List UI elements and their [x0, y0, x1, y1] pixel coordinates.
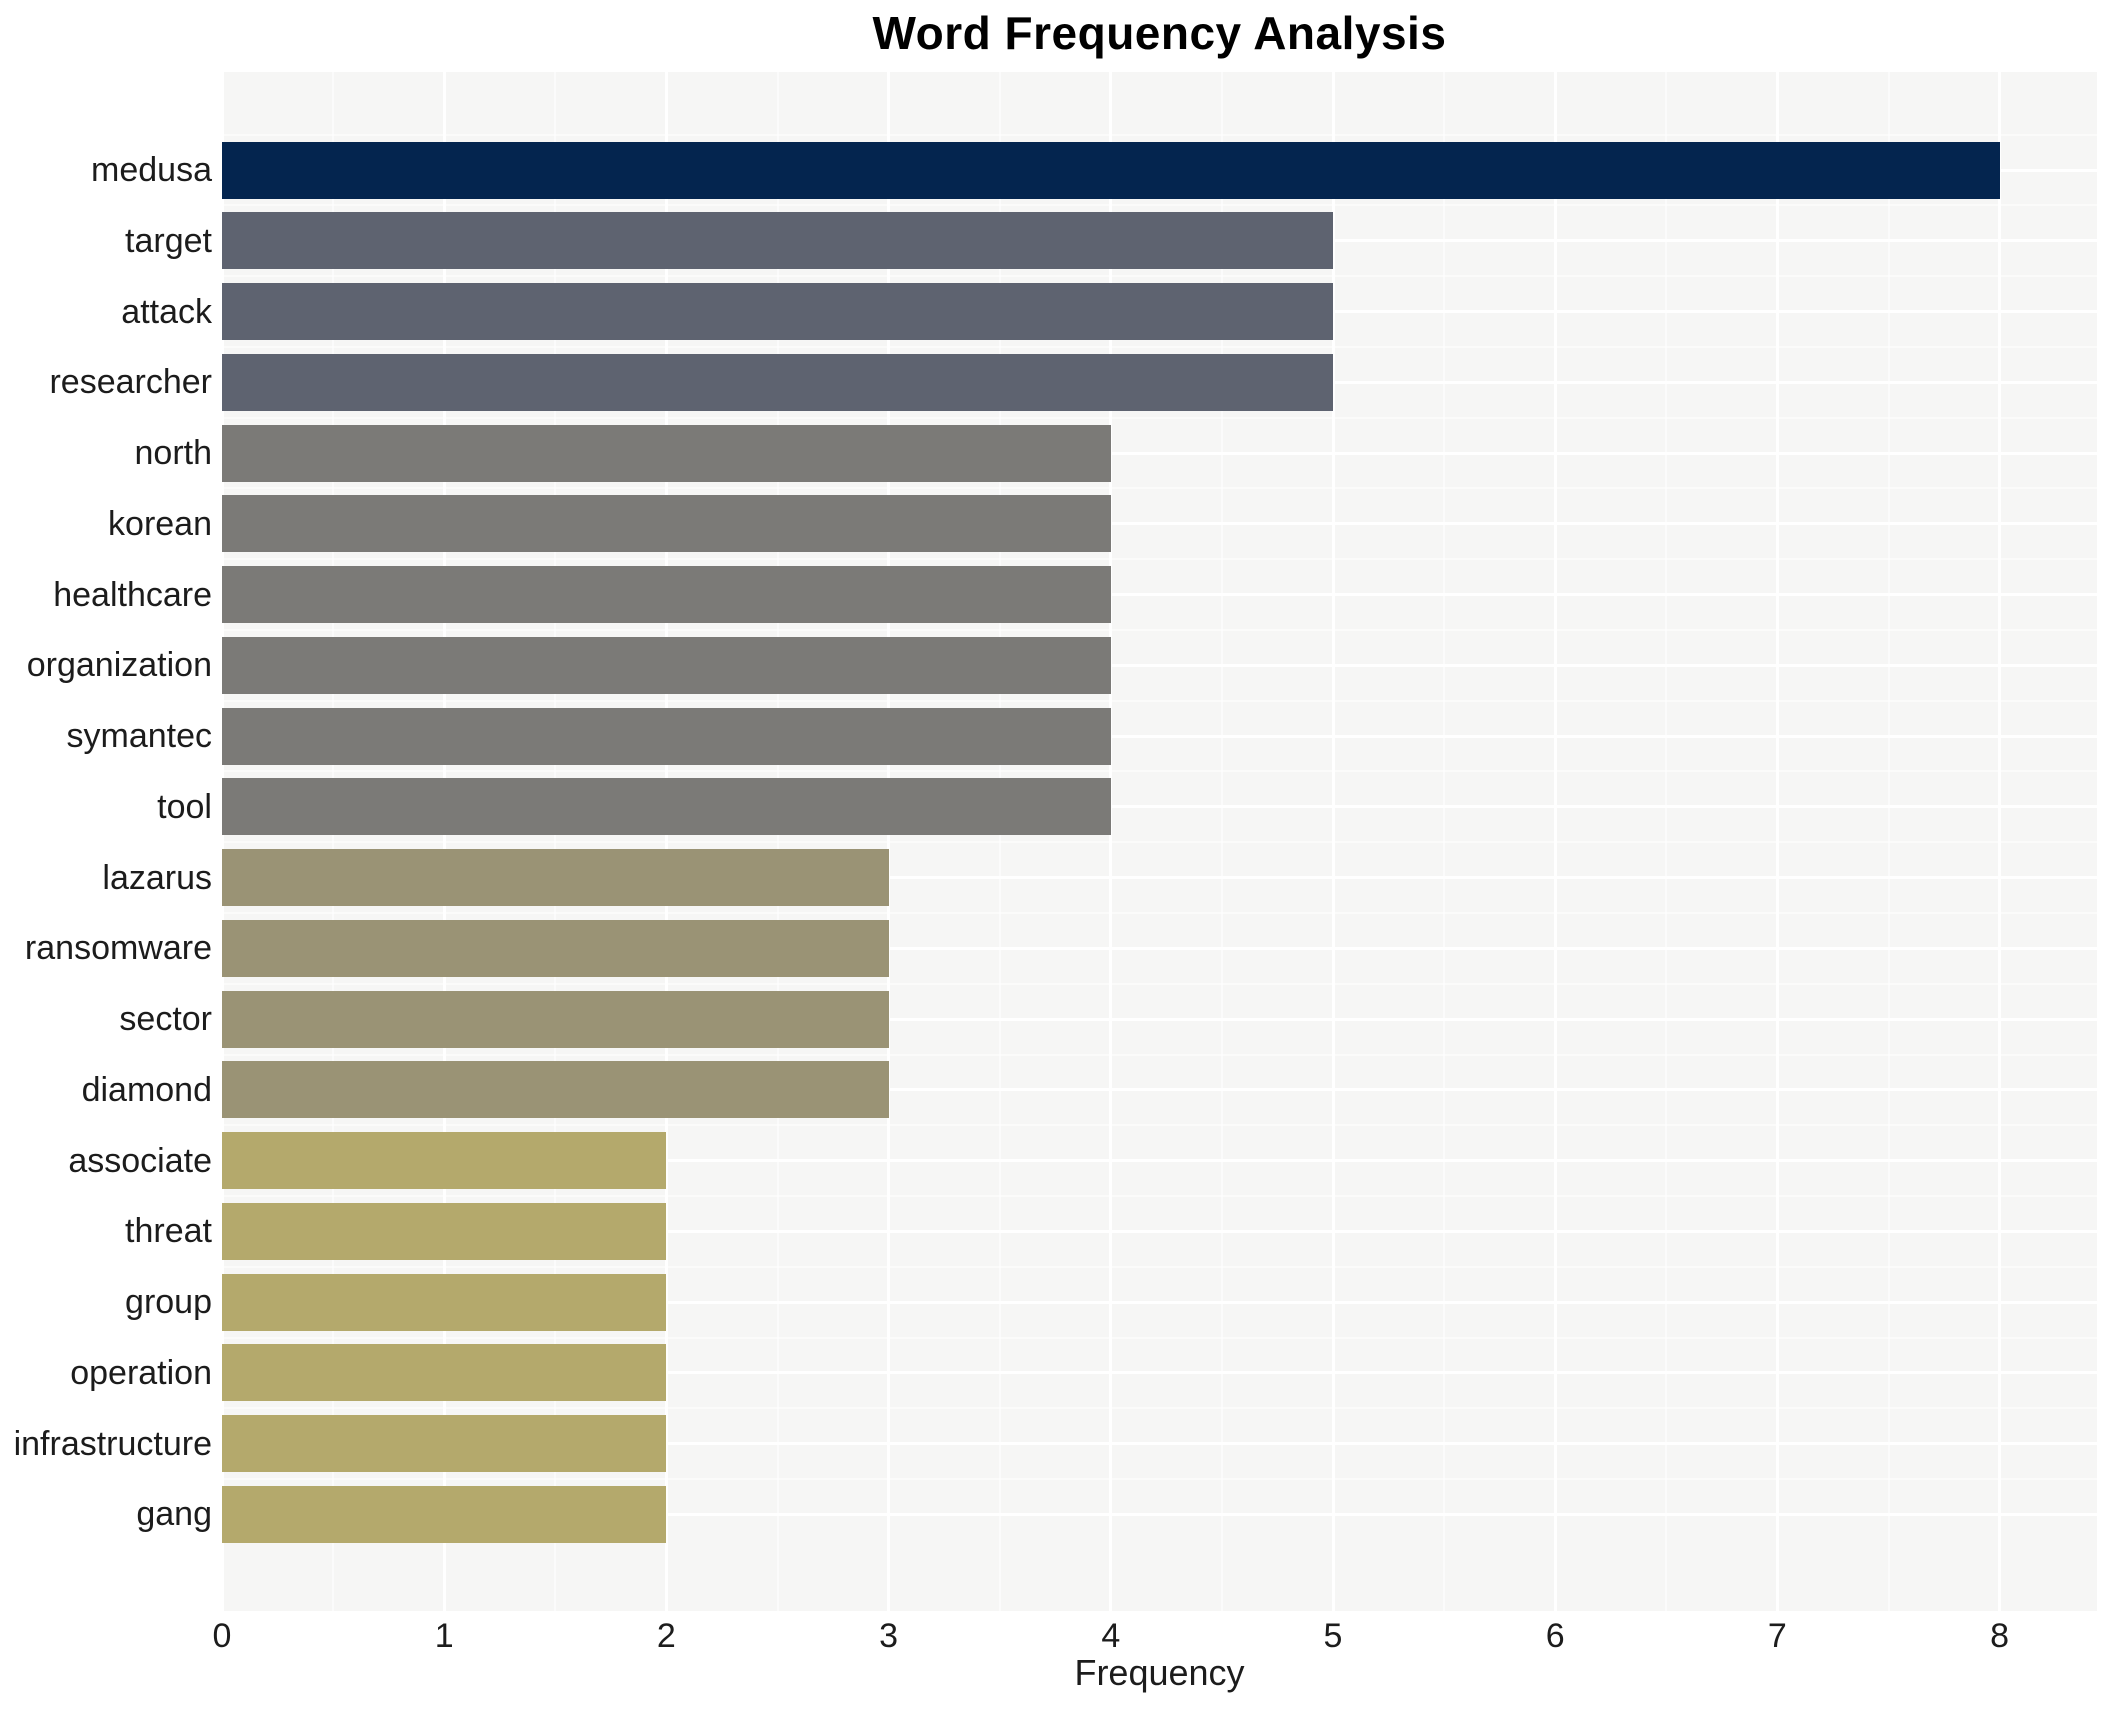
category-label-associate: associate	[68, 1141, 212, 1180]
category-label-lazarus: lazarus	[102, 858, 212, 897]
category-label-healthcare: healthcare	[53, 575, 212, 614]
category-label-korean: korean	[108, 504, 212, 543]
category-label-threat: threat	[125, 1212, 212, 1251]
horizontal-gridline-gang	[222, 1512, 2097, 1516]
horizontal-gridline-organization	[222, 663, 2097, 667]
horizontal-gridline-group	[222, 1300, 2097, 1304]
bar-symantec	[222, 707, 1111, 765]
category-label-diamond: diamond	[81, 1070, 212, 1109]
horizontal-minor-gridline-13	[222, 1053, 2097, 1056]
bar-lazarus	[222, 849, 889, 907]
horizontal-gridline-lazarus	[222, 876, 2097, 880]
bar-attack	[222, 283, 1333, 341]
category-label-organization: organization	[26, 646, 212, 685]
horizontal-gridline-operation	[222, 1371, 2097, 1375]
category-label-symantec: symantec	[66, 717, 213, 756]
horizontal-minor-gridline-18	[222, 1407, 2097, 1410]
category-label-sector: sector	[119, 1000, 212, 1039]
bar-north	[222, 424, 1111, 482]
x-tick-label-5: 5	[1323, 1617, 1343, 1655]
x-tick-label-1: 1	[434, 1617, 454, 1655]
x-tick-label-0: 0	[212, 1617, 232, 1655]
category-label-researcher: researcher	[49, 363, 212, 402]
bar-medusa	[222, 141, 2000, 199]
bar-korean	[222, 495, 1111, 553]
bar-researcher	[222, 353, 1333, 411]
category-label-infrastructure: infrastructure	[13, 1424, 212, 1463]
bar-target	[222, 212, 1333, 270]
category-label-tool: tool	[157, 787, 212, 826]
x-tick-label-8: 8	[1990, 1617, 2010, 1655]
horizontal-gridline-diamond	[222, 1088, 2097, 1092]
category-label-target: target	[125, 221, 212, 260]
bar-associate	[222, 1132, 667, 1190]
bar-threat	[222, 1202, 667, 1260]
bar-sector	[222, 990, 889, 1048]
horizontal-gridline-korean	[222, 522, 2097, 526]
category-label-operation: operation	[70, 1353, 212, 1392]
category-label-group: group	[125, 1283, 212, 1322]
bar-organization	[222, 636, 1111, 694]
horizontal-minor-gridline-11	[222, 911, 2097, 914]
bar-group	[222, 1273, 667, 1331]
horizontal-minor-gridline-2	[222, 275, 2097, 278]
bar-diamond	[222, 1061, 889, 1119]
horizontal-minor-gridline-14	[222, 1124, 2097, 1127]
horizontal-minor-gridline-17	[222, 1336, 2097, 1339]
bar-tool	[222, 778, 1111, 836]
plot-panel	[222, 72, 2097, 1611]
bar-ransomware	[222, 919, 889, 977]
horizontal-minor-gridline-10	[222, 841, 2097, 844]
bar-healthcare	[222, 566, 1111, 624]
horizontal-minor-gridline-16	[222, 1265, 2097, 1268]
category-label-ransomware: ransomware	[24, 929, 212, 968]
horizontal-gridline-associate	[222, 1159, 2097, 1163]
horizontal-minor-gridline-19	[222, 1478, 2097, 1481]
horizontal-minor-gridline-8	[222, 699, 2097, 702]
category-label-gang: gang	[136, 1495, 212, 1534]
chart-title: Word Frequency Analysis	[872, 7, 1447, 59]
horizontal-minor-gridline-6	[222, 558, 2097, 561]
horizontal-minor-gridline-9	[222, 770, 2097, 773]
horizontal-gridline-healthcare	[222, 593, 2097, 597]
horizontal-gridline-symantec	[222, 734, 2097, 738]
bar-operation	[222, 1344, 667, 1402]
x-tick-label-4: 4	[1101, 1617, 1121, 1655]
horizontal-minor-gridline-1	[222, 204, 2097, 207]
horizontal-minor-gridline-15	[222, 1195, 2097, 1198]
bar-gang	[222, 1485, 667, 1543]
x-tick-label-7: 7	[1767, 1617, 1787, 1655]
horizontal-gridline-ransomware	[222, 946, 2097, 950]
horizontal-minor-gridline-4	[222, 416, 2097, 419]
horizontal-minor-gridline-3	[222, 345, 2097, 348]
horizontal-gridline-north	[222, 451, 2097, 455]
horizontal-minor-gridline-12	[222, 982, 2097, 985]
bar-infrastructure	[222, 1415, 667, 1473]
category-label-medusa: medusa	[91, 151, 212, 189]
horizontal-gridline-tool	[222, 805, 2097, 809]
x-axis-label: Frequency	[1074, 1652, 1245, 1693]
x-tick-label-6: 6	[1545, 1617, 1565, 1655]
category-label-attack: attack	[121, 292, 212, 331]
horizontal-minor-gridline-5	[222, 487, 2097, 490]
horizontal-gridline-sector	[222, 1017, 2097, 1021]
horizontal-gridline-infrastructure	[222, 1442, 2097, 1446]
x-tick-label-3: 3	[879, 1617, 899, 1655]
category-label-north: north	[134, 434, 213, 473]
horizontal-minor-gridline-0	[222, 133, 2097, 136]
x-tick-label-2: 2	[656, 1617, 676, 1655]
horizontal-gridline-threat	[222, 1229, 2097, 1233]
horizontal-minor-gridline-7	[222, 628, 2097, 631]
